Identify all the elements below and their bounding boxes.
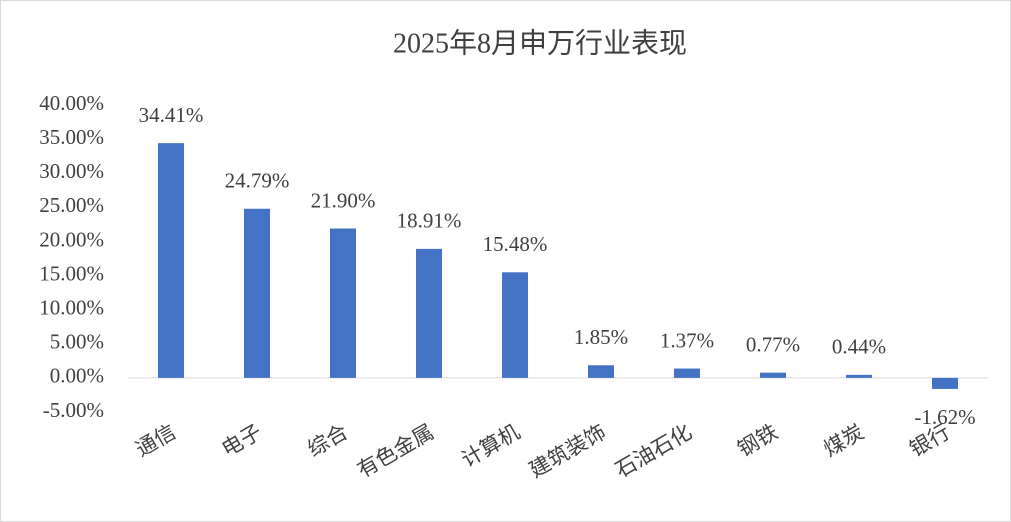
bar xyxy=(244,208,270,378)
y-tick-label: 35.00% xyxy=(39,125,104,149)
data-label: 21.90% xyxy=(311,188,376,212)
data-label: 1.85% xyxy=(574,325,628,349)
y-tick-label: 20.00% xyxy=(39,227,104,251)
bar xyxy=(588,365,614,378)
bar xyxy=(760,372,786,378)
data-label: 0.77% xyxy=(746,332,800,356)
y-tick-label: -5.00% xyxy=(43,398,104,422)
data-label: 18.91% xyxy=(397,209,462,233)
bar xyxy=(932,377,958,389)
y-tick-label: 5.00% xyxy=(50,330,104,354)
data-label: 15.48% xyxy=(483,232,548,256)
bar xyxy=(846,374,872,378)
bar xyxy=(416,248,442,378)
chart-title: 2025年8月申万行业表现 xyxy=(393,27,687,59)
y-tick-label: 40.00% xyxy=(39,91,104,115)
data-label: 0.44% xyxy=(832,335,886,359)
y-tick-label: 15.00% xyxy=(39,261,104,285)
bar xyxy=(502,272,528,378)
data-label: 24.79% xyxy=(225,169,290,193)
y-tick-label: 25.00% xyxy=(39,193,104,217)
y-tick-label: 0.00% xyxy=(50,364,104,388)
data-label: 1.37% xyxy=(660,328,714,352)
bar xyxy=(158,143,184,378)
y-tick-label: 30.00% xyxy=(39,159,104,183)
y-tick-label: 10.00% xyxy=(39,295,104,319)
data-label: 34.41% xyxy=(139,103,204,127)
bar xyxy=(674,368,700,378)
data-label: -1.62% xyxy=(914,405,975,429)
bar xyxy=(330,228,356,378)
